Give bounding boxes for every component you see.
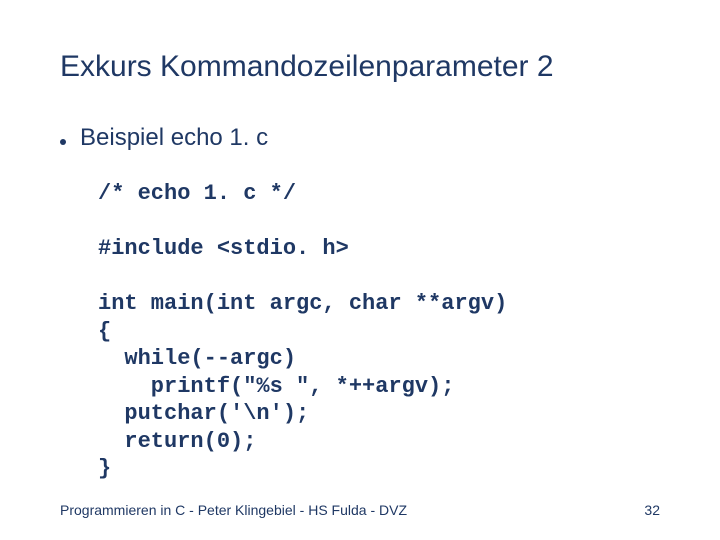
bullet-text: Beispiel echo 1. c [80, 124, 268, 152]
footer: Programmieren in C - Peter Klingebiel - … [60, 502, 660, 518]
bullet-dot-icon [60, 139, 66, 145]
bullet-row: Beispiel echo 1. c [60, 124, 660, 152]
page-number: 32 [644, 502, 660, 518]
footer-left: Programmieren in C - Peter Klingebiel - … [60, 502, 407, 518]
slide-title: Exkurs Kommandozeilenparameter 2 [60, 50, 660, 84]
code-block: /* echo 1. c */ #include <stdio. h> int … [98, 180, 660, 483]
slide: Exkurs Kommandozeilenparameter 2 Beispie… [0, 0, 720, 540]
